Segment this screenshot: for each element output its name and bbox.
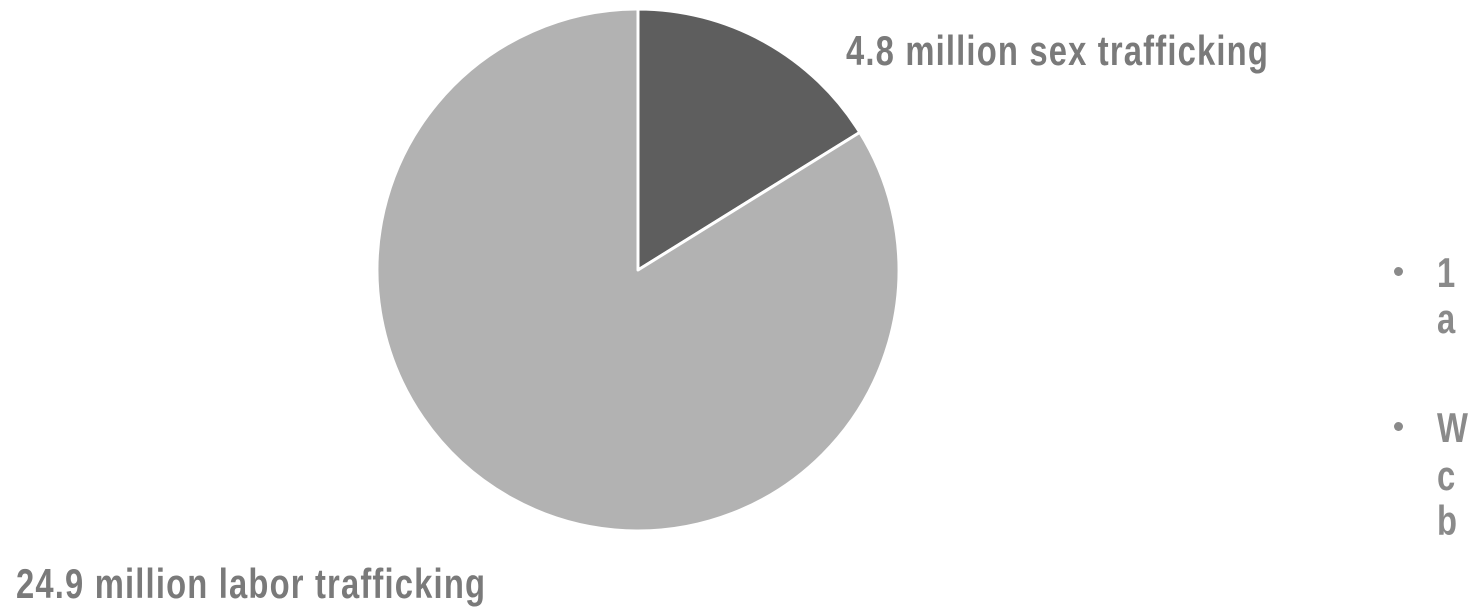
bullet-dot-2	[1394, 422, 1403, 431]
bullet-dot-1	[1394, 267, 1403, 276]
slice-label-sex-trafficking: 4.8 million sex trafficking	[846, 30, 1269, 72]
bullet-2-line-1: W	[1437, 407, 1468, 449]
bullet-1-line-1: 1	[1437, 252, 1455, 294]
bullet-2-line-2: c	[1437, 455, 1455, 497]
slice-label-labor-trafficking: 24.9 million labor trafficking	[16, 563, 486, 605]
bullet-1-line-2: a	[1437, 298, 1455, 340]
bullet-2-line-3: b	[1437, 500, 1457, 542]
